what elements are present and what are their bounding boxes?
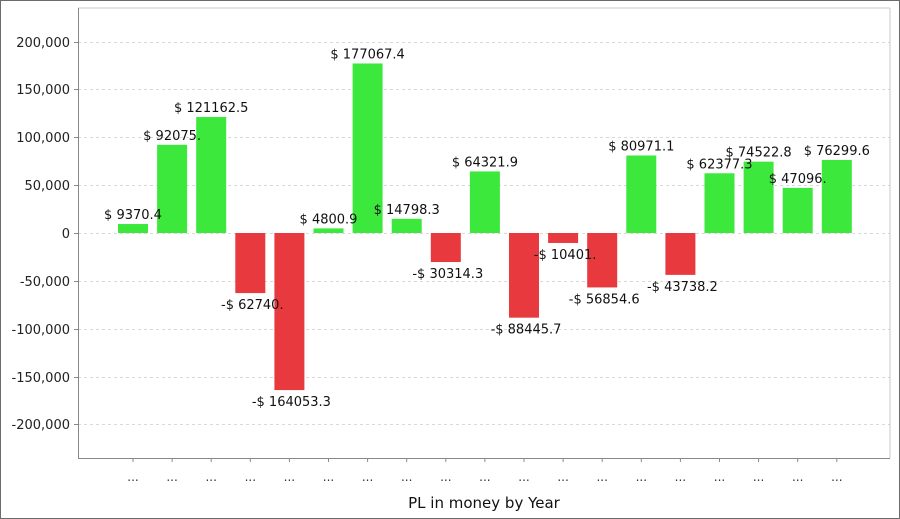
data-label: -$ 10401. [534,248,597,263]
x-tick-label: ... [557,470,568,484]
data-label: $ 80971.1 [608,139,674,154]
x-tick-label: ... [245,470,256,484]
bar [235,233,266,294]
x-tick-label: ... [284,470,295,484]
x-tick-label: ... [127,470,138,484]
data-label: $ 14798.3 [374,203,440,218]
x-tick-label: ... [205,470,216,484]
data-labels: $ 9370.4 $ 92075. $ 121162.5 -$ 62740. -$ 16… [104,47,870,410]
y-tick-label: -200,000 [12,418,70,433]
axes: 200,000 150,000 100,000 50,000 0 -50,000 -100,… [12,7,891,484]
y-tick-label: 100,000 [16,131,70,146]
x-tick-label: ... [518,470,529,484]
y-tick-label: 50,000 [25,179,71,194]
bar [704,173,735,233]
x-tick-label: ... [792,470,803,484]
bar [509,233,539,318]
x-tick-label: ... [362,470,373,484]
gridlines [78,42,890,425]
y-tick-label: -100,000 [12,323,70,338]
x-tick-label: ... [831,470,842,484]
x-tick-label: ... [166,470,177,484]
bars [118,63,852,391]
x-tick-label: ... [753,470,764,484]
x-tick-label: ... [479,470,490,484]
data-label: -$ 62740. [221,298,284,313]
bar [430,233,461,263]
bar [782,187,813,233]
bar [665,233,696,275]
data-label: -$ 56854.6 [569,292,640,307]
x-axis-title: PL in money by Year [408,494,561,512]
bar [157,144,188,233]
bar [352,63,383,234]
bar [548,233,579,243]
bar [391,218,422,233]
y-tick-label: 0 [62,227,70,242]
x-tick-label: ... [401,470,412,484]
data-label: $ 62377.3 [686,157,752,172]
data-label: $ 64321.9 [452,155,518,170]
bar [118,224,148,233]
data-label: $ 47096. [769,172,827,187]
y-tick-label: -50,000 [20,275,70,290]
bar [821,159,852,233]
data-label: $ 9370.4 [104,208,162,223]
y-tick-label: 150,000 [16,83,70,98]
bar [469,171,500,233]
bar [274,233,305,391]
y-tick-label: 200,000 [16,36,70,51]
x-tick-label: ... [675,470,686,484]
bar [196,116,227,233]
bar [626,155,657,233]
bar [313,228,344,233]
x-tick-label: ... [323,470,334,484]
data-label: -$ 88445.7 [491,323,562,338]
data-label: $ 76299.6 [804,144,870,159]
data-label: -$ 43738.2 [647,280,718,295]
data-label: $ 92075. [143,129,201,144]
bar [743,161,774,233]
data-label: $ 74522.8 [726,146,792,161]
data-label: $ 177067.4 [330,47,404,62]
data-label: $ 121162.5 [174,101,248,116]
data-label: -$ 164053.3 [252,395,331,410]
data-label: -$ 30314.3 [412,267,483,282]
y-tick-label: -150,000 [12,371,70,386]
x-tick-label: ... [636,470,647,484]
x-tick-label: ... [714,470,725,484]
bar [587,233,618,288]
data-label: $ 4800.9 [300,212,358,227]
x-tick-label: ... [440,470,451,484]
x-tick-label: ... [596,470,607,484]
